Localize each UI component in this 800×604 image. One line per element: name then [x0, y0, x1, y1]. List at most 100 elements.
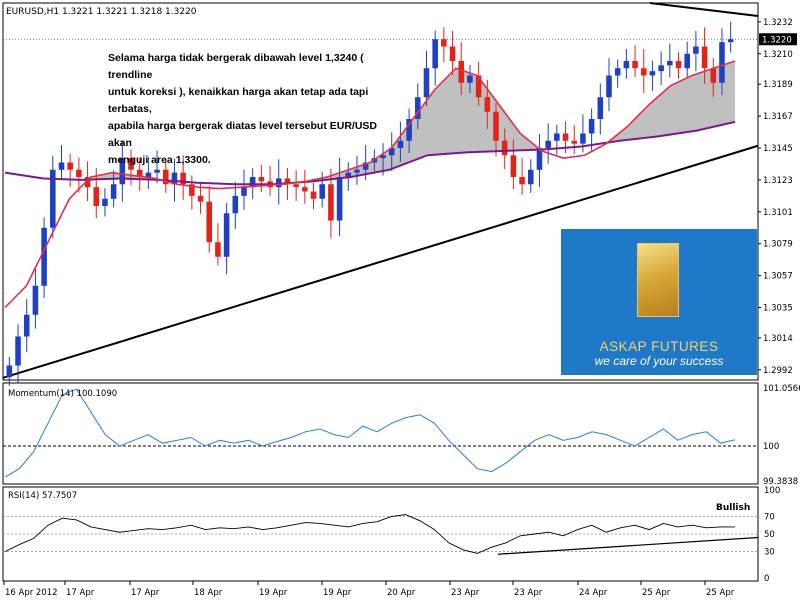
candle-body — [380, 155, 386, 159]
candle-body — [336, 177, 343, 221]
candle-body — [258, 177, 265, 182]
candle-body — [197, 195, 204, 202]
candle-body — [693, 46, 699, 54]
momentum-label: Momentum(14) 100.1090 — [8, 389, 117, 399]
askap-futures-logo: ASKAP FUTURES we care of your success — [561, 229, 757, 375]
candle-body — [527, 169, 534, 185]
price-tick-label: 1.3057 — [763, 272, 793, 282]
candle-body — [649, 71, 656, 76]
candle-body — [397, 140, 404, 148]
candle-body — [171, 172, 178, 185]
time-tick-label: 24 Apr — [579, 588, 608, 598]
candle-body — [241, 187, 247, 196]
candle-body — [145, 172, 152, 177]
price-tick-label: 1.3189 — [763, 80, 793, 90]
candle-body — [41, 227, 47, 286]
candle-body — [302, 187, 308, 192]
candle-body — [606, 75, 612, 98]
candle-body — [423, 68, 430, 98]
price-tick-label: 1.3210 — [763, 50, 793, 60]
candle-body — [162, 169, 169, 185]
candle-body — [684, 53, 690, 69]
candle-body — [189, 184, 195, 196]
current-price-box — [759, 33, 797, 46]
annotation-line: menguji area 1,3300. — [108, 154, 211, 166]
price-tick-label: 1.2992 — [763, 366, 793, 376]
candle-body — [467, 75, 473, 83]
candle-body — [362, 162, 369, 170]
logo-tagline: we care of your success — [594, 354, 724, 368]
logo-name: ASKAP FUTURES — [599, 339, 719, 354]
candle-body — [15, 336, 21, 366]
candle-body — [415, 97, 421, 119]
candle-body — [710, 68, 717, 83]
candle-body — [632, 61, 638, 69]
price-tick-label: 1.3014 — [763, 334, 793, 344]
candle-body — [284, 178, 291, 185]
candle-body — [719, 42, 725, 83]
candle-body — [580, 133, 586, 144]
candle-body — [275, 178, 282, 188]
candle-body — [119, 158, 126, 185]
candle-body — [293, 184, 299, 188]
candle-body — [441, 39, 447, 47]
candle-body — [154, 169, 160, 173]
candle-body — [223, 213, 230, 257]
time-tick-label: 16 Apr 2012 — [5, 588, 58, 598]
candle-body — [6, 365, 13, 378]
annotation-line: apabila harga bergerak diatas level ters… — [108, 120, 378, 149]
candle-body — [493, 111, 499, 141]
candle-body — [84, 177, 91, 188]
candle-body — [76, 169, 82, 177]
time-tick-label: 18 Apr — [194, 588, 223, 598]
price-tick-label: 1.3101 — [763, 208, 793, 218]
candle-body — [727, 39, 734, 43]
candle-body — [319, 184, 325, 199]
price-tick-label: 1.3232 — [763, 18, 793, 28]
candle-body — [667, 61, 673, 66]
rsi-tick-label: 50 — [764, 530, 775, 540]
annotation-line: untuk koreksi ), kenaikkan harga akan te… — [108, 86, 369, 115]
rsi-tick-label: 100 — [764, 486, 780, 496]
price-tick-label: 1.3145 — [763, 144, 793, 154]
time-tick-label: 23 Apr — [514, 588, 543, 598]
rsi-tick-label: 30 — [764, 548, 775, 558]
momentum-tick-label: 99.3838 — [763, 477, 798, 487]
chart-header: EURUSD,H1 1.3221 1.3221 1.3218 1.3220 — [6, 7, 197, 17]
candle-body — [23, 314, 30, 337]
candle-body — [310, 191, 317, 199]
analysis-annotation: Selama harga tidak bergerak dibawah leve… — [108, 50, 398, 169]
momentum-line — [4, 388, 736, 478]
candle-body — [128, 158, 134, 170]
candle-body — [449, 46, 456, 61]
time-tick-label: 20 Apr — [387, 588, 416, 598]
rsi-trendline — [497, 536, 759, 555]
price-tick-label: 1.3079 — [763, 240, 793, 250]
candle-body — [510, 155, 517, 177]
candle-body — [588, 119, 595, 134]
candle-body — [432, 39, 438, 69]
candle-body — [102, 198, 108, 206]
momentum-tick-label: 100 — [763, 442, 779, 452]
candle-body — [136, 169, 143, 177]
candle-body — [249, 177, 256, 188]
candle-body — [110, 184, 117, 199]
candle-body — [501, 140, 508, 156]
candle-body — [562, 133, 569, 141]
rsi-label: RSI(14) 57.7507 — [8, 491, 77, 501]
price-tick-label: 1.3167 — [763, 112, 793, 122]
candle-body — [232, 195, 239, 214]
time-tick-label: 19 Apr — [259, 588, 288, 598]
rsi-annotation: Bullish — [716, 503, 750, 513]
time-tick-label: 25 Apr — [706, 588, 735, 598]
candle-body — [675, 61, 682, 69]
resistance-trendline — [649, 2, 759, 17]
candle-body — [67, 162, 73, 170]
candle-body — [180, 172, 186, 185]
candle-body — [519, 177, 525, 185]
candle-body — [328, 184, 334, 221]
rsi-line — [4, 514, 735, 554]
price-tick-label: 1.3035 — [763, 304, 793, 314]
fast-moving-average-line — [4, 60, 736, 309]
candle-body — [623, 61, 630, 69]
